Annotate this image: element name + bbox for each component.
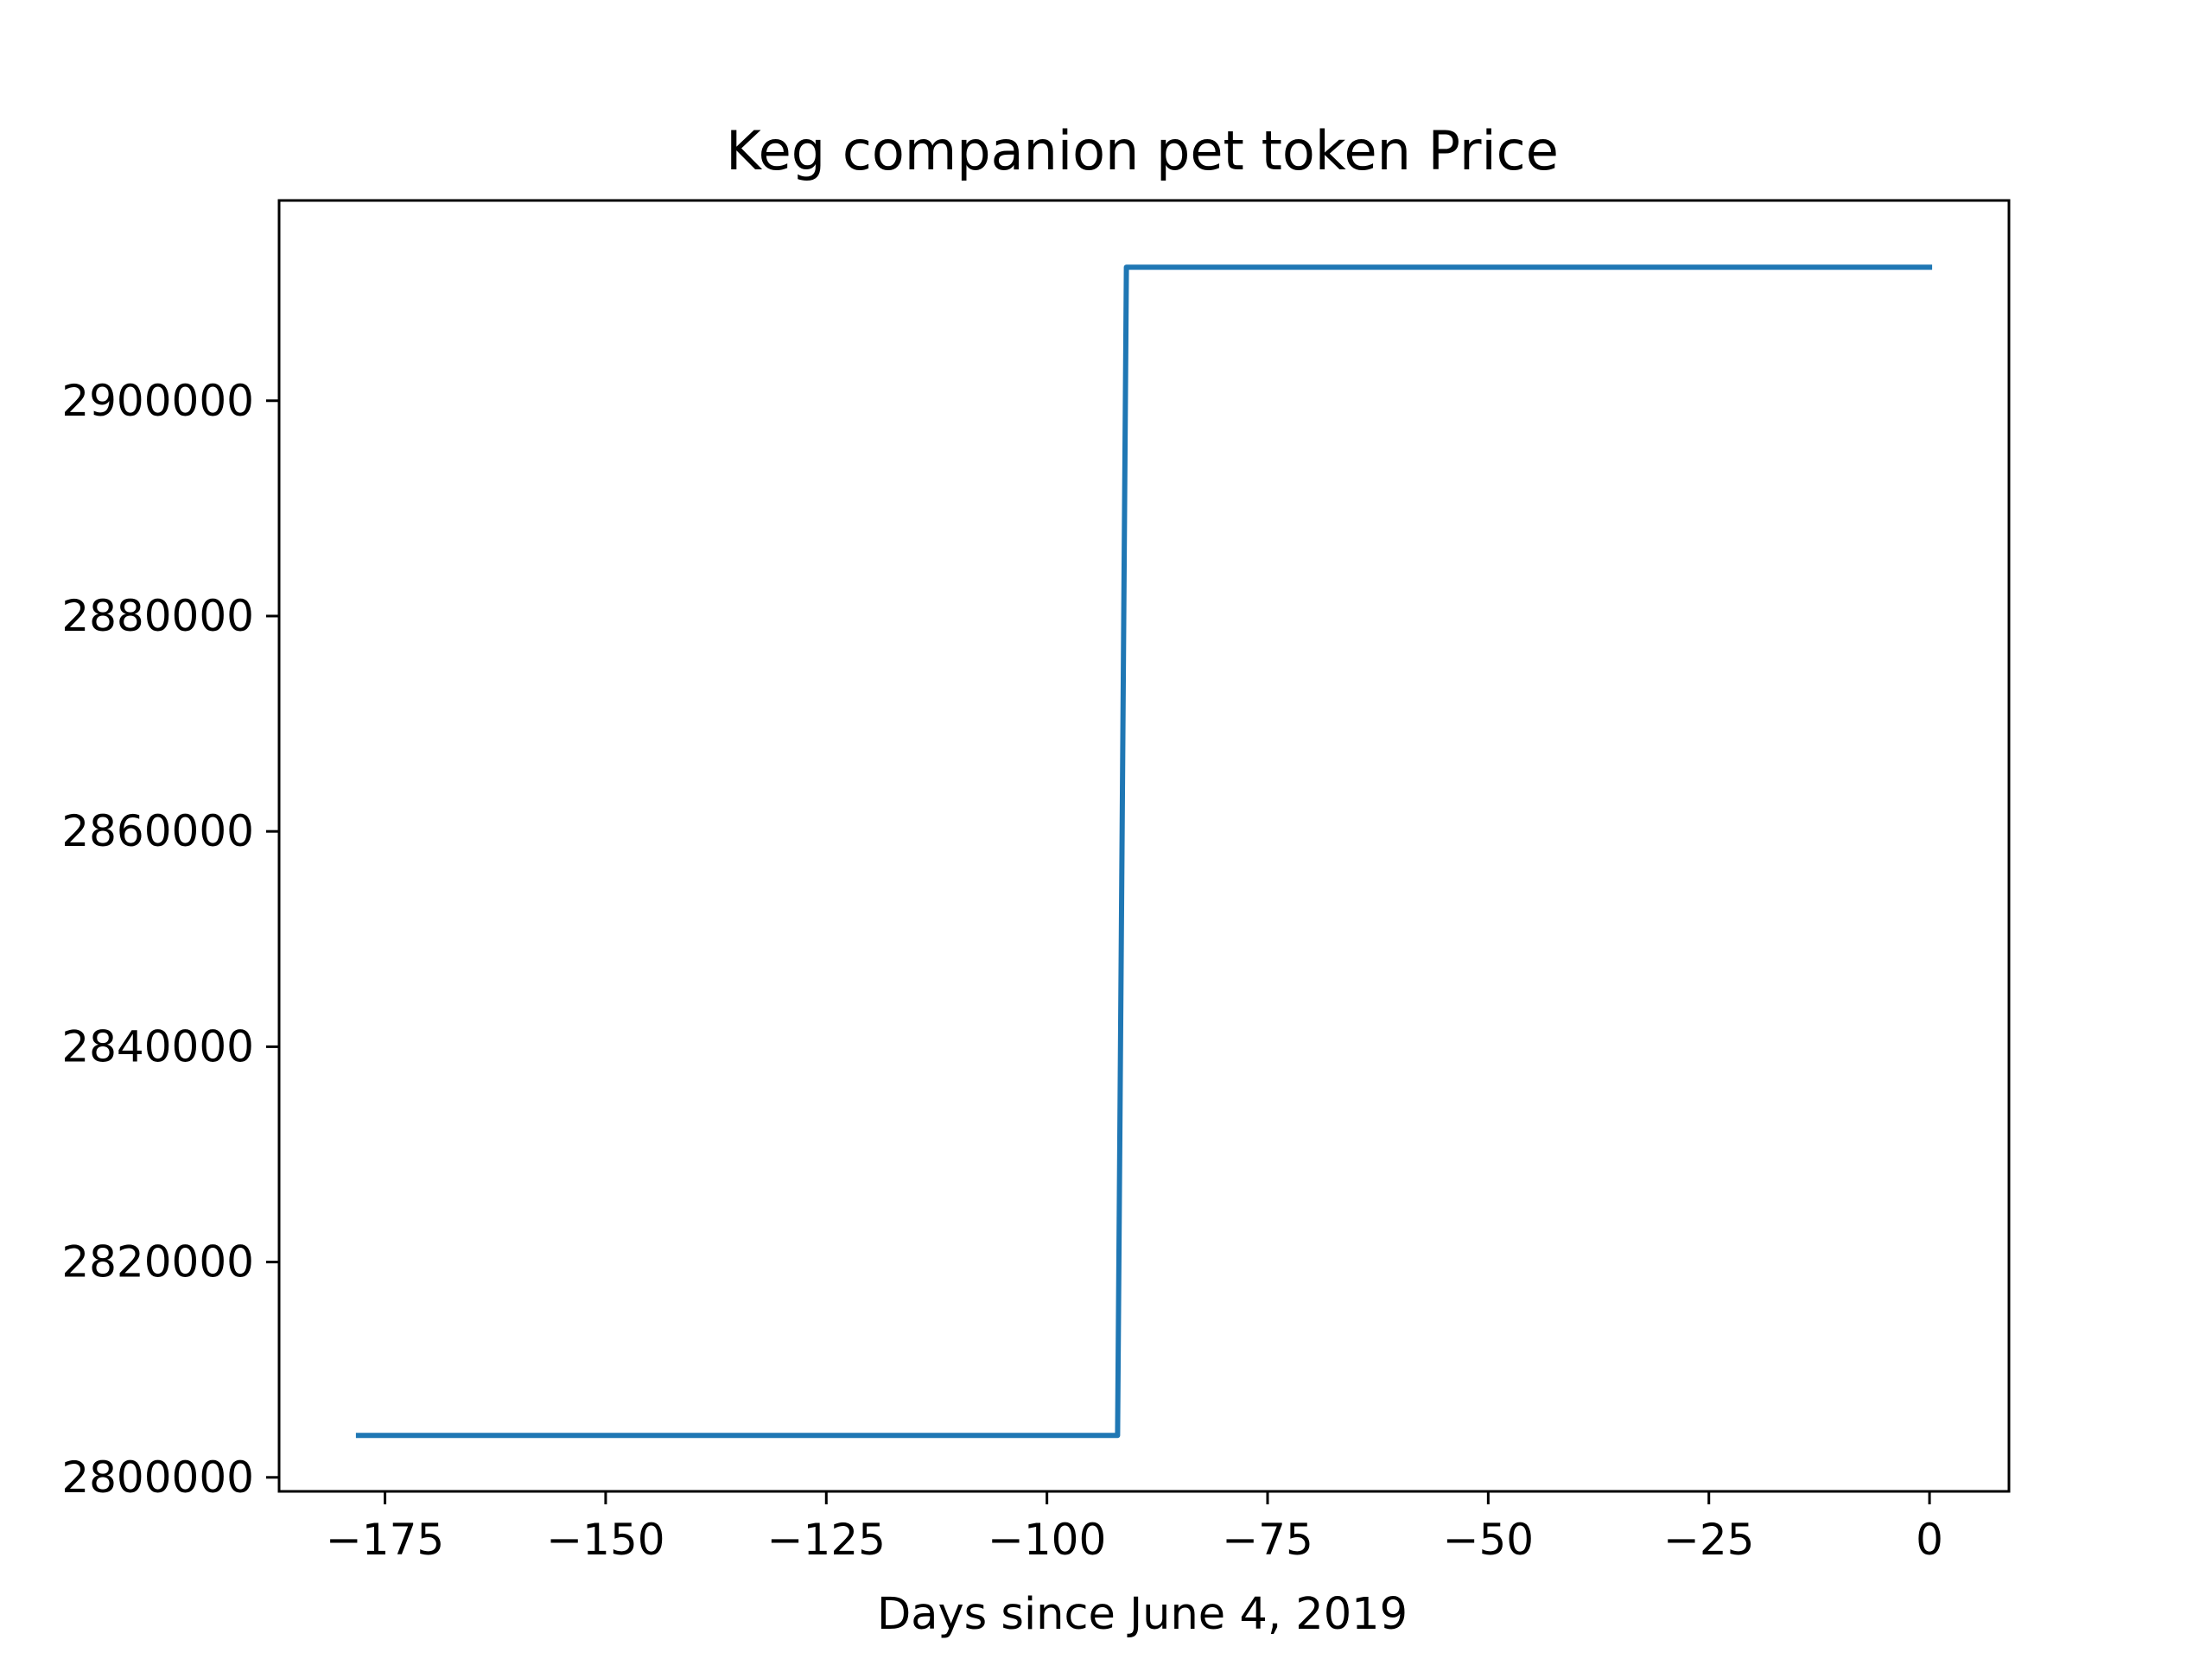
x-tick-label: −175: [326, 1515, 444, 1565]
x-axis-ticks: −175 −150 −125 −100 −75 −50 −25 0: [326, 1491, 1943, 1565]
y-tick-label: 2820000: [61, 1237, 254, 1287]
x-axis-label: Days since June 4, 2019: [877, 1589, 1408, 1640]
y-axis-ticks: 2800000 2820000 2840000 2860000 2880000 29000…: [61, 376, 279, 1503]
x-tick-label: −50: [1443, 1515, 1535, 1565]
x-tick-label: −75: [1222, 1515, 1313, 1565]
plot-frame: [277, 199, 2011, 1493]
chart-title: Keg companion pet token Price: [726, 119, 1559, 182]
price-series-line: [355, 264, 1933, 1439]
x-tick-label: −125: [767, 1515, 886, 1565]
x-tick-label: −100: [988, 1515, 1106, 1565]
y-tick-label: 2900000: [61, 376, 254, 426]
x-tick-label: −25: [1663, 1515, 1755, 1565]
plot-series: [355, 264, 1933, 1439]
y-tick-label: 2800000: [61, 1452, 254, 1503]
x-tick-label: 0: [1916, 1515, 1943, 1565]
y-tick-label: 2860000: [61, 806, 254, 856]
y-tick-label: 2880000: [61, 591, 254, 641]
x-tick-label: −150: [546, 1515, 664, 1565]
y-tick-label: 2840000: [61, 1021, 254, 1071]
